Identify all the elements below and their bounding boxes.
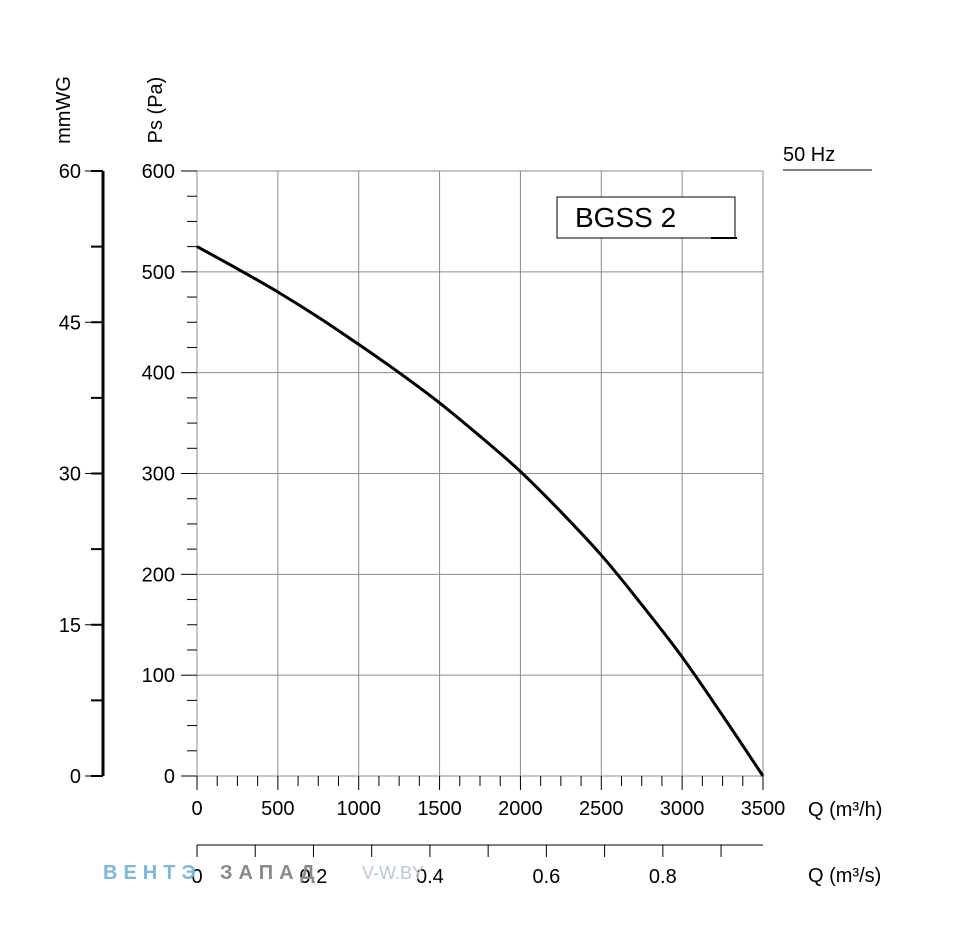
m3s-tick-label: 0.2 (300, 866, 328, 888)
y-tick-label: 300 (142, 464, 175, 486)
mmwg-axis-label: mmWG (53, 76, 75, 144)
x-tick-label: 1500 (417, 798, 462, 820)
x-tick-label: 0 (191, 798, 202, 820)
y-tick-label: 100 (142, 665, 175, 687)
y-tick-label: 600 (142, 161, 175, 183)
x-axis-secondary-label: Q (m³/s) (808, 865, 881, 887)
x-tick-label: 2000 (498, 798, 543, 820)
mmwg-tick-label: 30 (59, 464, 81, 486)
x-tick-label: 2500 (579, 798, 624, 820)
watermark-part1: ВЕНТЭ (103, 862, 202, 884)
model-label-box (556, 196, 736, 239)
mmwg-axis: 0 15 30 45 60 (59, 161, 105, 788)
x-tick-label: 500 (261, 798, 294, 820)
frequency-label: 50 Hz (783, 144, 835, 166)
grid (196, 170, 764, 777)
mmwg-tick-label: 45 (59, 312, 81, 334)
x-tick-label: 1000 (336, 798, 381, 820)
watermark-url: V-W.BY (362, 863, 424, 883)
x-axis-label: Q (m³/h) (808, 799, 882, 821)
fan-curve-line (196, 245, 765, 777)
mmwg-tick-label: 60 (59, 161, 81, 183)
mmwg-tick-label: 0 (70, 766, 81, 788)
y-tick-label: 500 (142, 262, 175, 284)
y-tick-label: 0 (164, 766, 175, 788)
m3s-tick-label: 0 (191, 866, 202, 888)
m3s-tick-label: 0.6 (532, 866, 560, 888)
x-tick-labels: 0 500 1000 1500 2000 2500 3000 3500 (191, 798, 785, 820)
y-tick-label: 200 (142, 564, 175, 586)
watermark: ВЕНТЭ ЗАПАД V-W.BY (103, 862, 424, 884)
y-axis-label: Ps (Pa) (145, 77, 167, 144)
x-tick-label: 3000 (660, 798, 705, 820)
minor-ticks (181, 170, 764, 790)
y-tick-label: 400 (142, 363, 175, 385)
mmwg-tick-label: 15 (59, 615, 81, 637)
m3s-tick-label: 0.4 (416, 866, 444, 888)
watermark-part2: ЗАПАД (220, 862, 321, 884)
m3s-axis: 0 0.2 0.4 0.6 0.8 (191, 844, 763, 888)
x-tick-label: 3500 (741, 798, 786, 820)
model-label: BGSS 2 (575, 202, 676, 233)
m3s-tick-label: 0.8 (649, 866, 677, 888)
y-tick-labels: 0 100 200 300 400 500 600 (142, 161, 175, 788)
curve-layer (196, 245, 765, 777)
